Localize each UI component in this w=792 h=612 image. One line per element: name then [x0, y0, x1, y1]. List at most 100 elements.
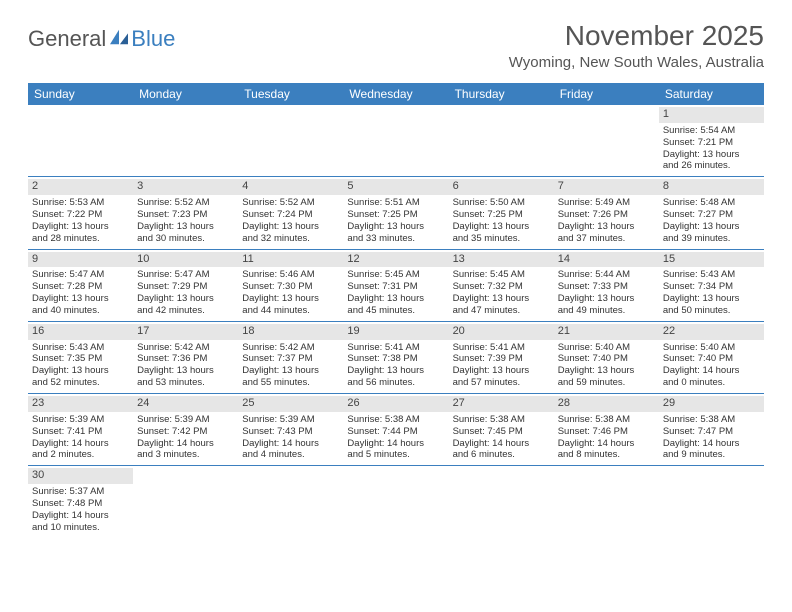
- day-cell: 19Sunrise: 5:41 AMSunset: 7:38 PMDayligh…: [343, 322, 448, 393]
- day-number: 25: [238, 396, 343, 412]
- sunrise-text: Sunrise: 5:38 AM: [453, 414, 550, 426]
- sunset-text: Sunset: 7:28 PM: [32, 281, 129, 293]
- day-cell: 5Sunrise: 5:51 AMSunset: 7:25 PMDaylight…: [343, 177, 448, 248]
- day-cell: 24Sunrise: 5:39 AMSunset: 7:42 PMDayligh…: [133, 394, 238, 465]
- sunrise-text: Sunrise: 5:38 AM: [347, 414, 444, 426]
- logo: General Blue: [28, 26, 175, 52]
- sunrise-text: Sunrise: 5:52 AM: [137, 197, 234, 209]
- daylight-text: Daylight: 13 hours: [453, 221, 550, 233]
- day-number: 10: [133, 252, 238, 268]
- day-number: 21: [554, 324, 659, 340]
- day-number: 23: [28, 396, 133, 412]
- daylight-text: Daylight: 14 hours: [663, 438, 760, 450]
- sunrise-text: Sunrise: 5:47 AM: [32, 269, 129, 281]
- daylight-text: Daylight: 13 hours: [558, 365, 655, 377]
- day-cell: 30Sunrise: 5:37 AMSunset: 7:48 PMDayligh…: [28, 466, 133, 537]
- sunset-text: Sunset: 7:37 PM: [242, 353, 339, 365]
- sunrise-text: Sunrise: 5:44 AM: [558, 269, 655, 281]
- sunset-text: Sunset: 7:24 PM: [242, 209, 339, 221]
- daylight-text: and 28 minutes.: [32, 233, 129, 245]
- day-cell: 16Sunrise: 5:43 AMSunset: 7:35 PMDayligh…: [28, 322, 133, 393]
- daylight-text: and 50 minutes.: [663, 305, 760, 317]
- sunrise-text: Sunrise: 5:47 AM: [137, 269, 234, 281]
- day-number: 4: [238, 179, 343, 195]
- sunset-text: Sunset: 7:25 PM: [453, 209, 550, 221]
- sunrise-text: Sunrise: 5:50 AM: [453, 197, 550, 209]
- day-number: 13: [449, 252, 554, 268]
- day-cell: [133, 105, 238, 176]
- daylight-text: and 52 minutes.: [32, 377, 129, 389]
- day-number: 2: [28, 179, 133, 195]
- day-cell: [554, 466, 659, 537]
- daylight-text: Daylight: 14 hours: [242, 438, 339, 450]
- day-cell: 12Sunrise: 5:45 AMSunset: 7:31 PMDayligh…: [343, 250, 448, 321]
- day-cell: [449, 105, 554, 176]
- sunrise-text: Sunrise: 5:40 AM: [558, 342, 655, 354]
- daylight-text: Daylight: 13 hours: [347, 365, 444, 377]
- day-cell: [28, 105, 133, 176]
- daylight-text: Daylight: 13 hours: [558, 293, 655, 305]
- daylight-text: and 30 minutes.: [137, 233, 234, 245]
- day-cell: 29Sunrise: 5:38 AMSunset: 7:47 PMDayligh…: [659, 394, 764, 465]
- daylight-text: and 33 minutes.: [347, 233, 444, 245]
- sunrise-text: Sunrise: 5:49 AM: [558, 197, 655, 209]
- sunset-text: Sunset: 7:46 PM: [558, 426, 655, 438]
- logo-sail-icon: [108, 28, 130, 46]
- day-cell: 8Sunrise: 5:48 AMSunset: 7:27 PMDaylight…: [659, 177, 764, 248]
- day-header: Friday: [554, 83, 659, 105]
- day-number: 11: [238, 252, 343, 268]
- daylight-text: Daylight: 13 hours: [347, 293, 444, 305]
- sunrise-text: Sunrise: 5:51 AM: [347, 197, 444, 209]
- sunset-text: Sunset: 7:23 PM: [137, 209, 234, 221]
- sunrise-text: Sunrise: 5:39 AM: [242, 414, 339, 426]
- sunset-text: Sunset: 7:21 PM: [663, 137, 760, 149]
- daylight-text: Daylight: 13 hours: [242, 293, 339, 305]
- day-number: 12: [343, 252, 448, 268]
- day-cell: [133, 466, 238, 537]
- daylight-text: and 5 minutes.: [347, 449, 444, 461]
- sunset-text: Sunset: 7:25 PM: [347, 209, 444, 221]
- daylight-text: Daylight: 13 hours: [663, 221, 760, 233]
- day-header: Tuesday: [238, 83, 343, 105]
- sunrise-text: Sunrise: 5:43 AM: [32, 342, 129, 354]
- day-cell: 22Sunrise: 5:40 AMSunset: 7:40 PMDayligh…: [659, 322, 764, 393]
- day-cell: [343, 105, 448, 176]
- daylight-text: and 49 minutes.: [558, 305, 655, 317]
- day-number: 15: [659, 252, 764, 268]
- sunrise-text: Sunrise: 5:39 AM: [137, 414, 234, 426]
- day-number: 16: [28, 324, 133, 340]
- daylight-text: Daylight: 13 hours: [453, 365, 550, 377]
- daylight-text: Daylight: 14 hours: [453, 438, 550, 450]
- day-number: 20: [449, 324, 554, 340]
- daylight-text: Daylight: 14 hours: [663, 365, 760, 377]
- daylight-text: and 47 minutes.: [453, 305, 550, 317]
- day-cell: 23Sunrise: 5:39 AMSunset: 7:41 PMDayligh…: [28, 394, 133, 465]
- week-row: 9Sunrise: 5:47 AMSunset: 7:28 PMDaylight…: [28, 250, 764, 322]
- daylight-text: and 2 minutes.: [32, 449, 129, 461]
- sunset-text: Sunset: 7:34 PM: [663, 281, 760, 293]
- day-header: Thursday: [449, 83, 554, 105]
- daylight-text: and 57 minutes.: [453, 377, 550, 389]
- sunset-text: Sunset: 7:48 PM: [32, 498, 129, 510]
- day-number: 18: [238, 324, 343, 340]
- day-cell: 4Sunrise: 5:52 AMSunset: 7:24 PMDaylight…: [238, 177, 343, 248]
- daylight-text: and 56 minutes.: [347, 377, 444, 389]
- sunrise-text: Sunrise: 5:46 AM: [242, 269, 339, 281]
- daylight-text: and 55 minutes.: [242, 377, 339, 389]
- day-number: 19: [343, 324, 448, 340]
- daylight-text: and 10 minutes.: [32, 522, 129, 534]
- day-cell: 17Sunrise: 5:42 AMSunset: 7:36 PMDayligh…: [133, 322, 238, 393]
- day-cell: 27Sunrise: 5:38 AMSunset: 7:45 PMDayligh…: [449, 394, 554, 465]
- day-number: 8: [659, 179, 764, 195]
- sunset-text: Sunset: 7:38 PM: [347, 353, 444, 365]
- day-header: Monday: [133, 83, 238, 105]
- daylight-text: Daylight: 14 hours: [558, 438, 655, 450]
- day-cell: 13Sunrise: 5:45 AMSunset: 7:32 PMDayligh…: [449, 250, 554, 321]
- sunset-text: Sunset: 7:36 PM: [137, 353, 234, 365]
- day-header: Wednesday: [343, 83, 448, 105]
- sunset-text: Sunset: 7:35 PM: [32, 353, 129, 365]
- daylight-text: and 37 minutes.: [558, 233, 655, 245]
- day-cell: 1Sunrise: 5:54 AMSunset: 7:21 PMDaylight…: [659, 105, 764, 176]
- day-cell: [449, 466, 554, 537]
- sunset-text: Sunset: 7:30 PM: [242, 281, 339, 293]
